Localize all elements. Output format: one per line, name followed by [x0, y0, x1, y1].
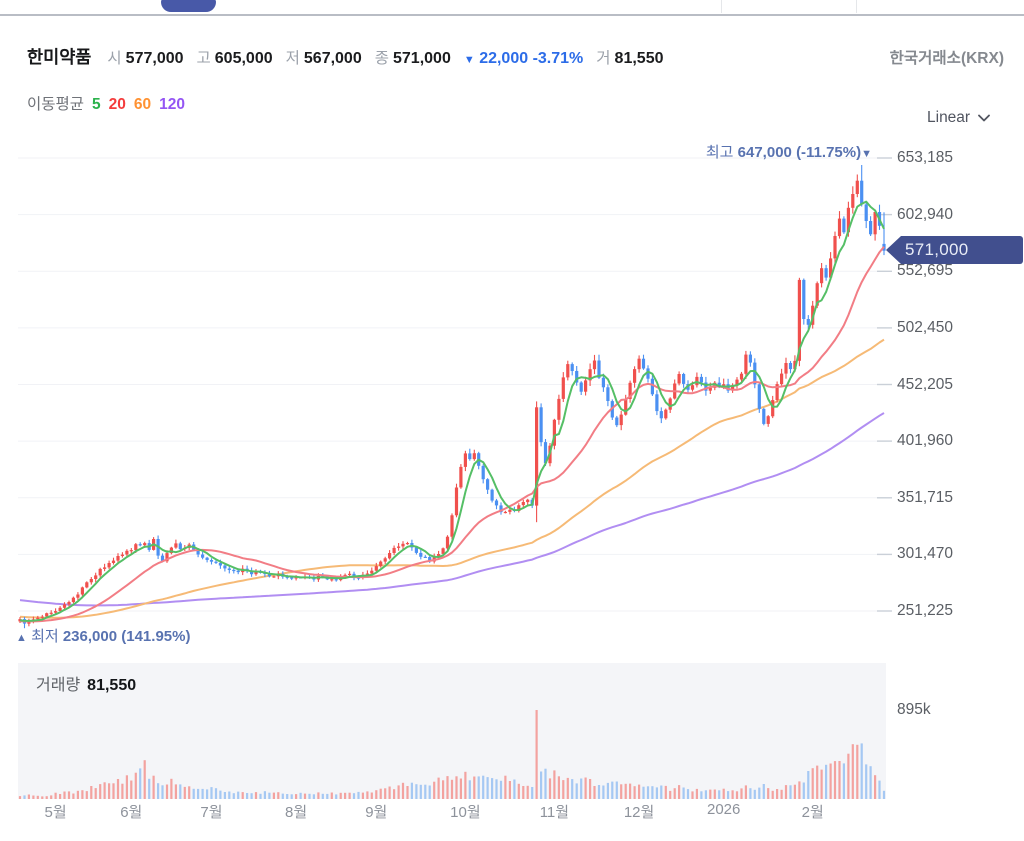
y-axis-tick: 301,470: [897, 545, 954, 563]
current-price-value: 571,000: [901, 236, 1023, 264]
field-value: 571,000: [393, 50, 451, 67]
down-arrow-icon: ▼: [463, 54, 475, 66]
volume-value: 81,550: [87, 677, 137, 694]
x-axis-tick: 2월: [801, 804, 824, 821]
y-axis-tick: 452,205: [897, 375, 954, 393]
ohlc-fields: 시 577,000 고 605,000 저 567,000 종 571,000 ▼ 22,000…: [107, 46, 676, 68]
x-axis-tick: 2026: [707, 801, 741, 818]
chevron-down-icon: [978, 114, 990, 122]
stock-header: 한미약품 시 577,000 고 605,000 저 567,000 종 571,000 ▼ 2…: [0, 44, 1024, 69]
active-tab-indicator[interactable]: [161, 0, 216, 12]
y-axis-tick: 602,940: [897, 205, 954, 223]
ma-period-60[interactable]: 60: [133, 96, 152, 113]
x-axis-tick: 9월: [365, 804, 388, 821]
field-label: 고: [196, 50, 211, 67]
ma-period-120[interactable]: 120: [159, 96, 186, 113]
y-axis-tick: 251,225: [897, 602, 954, 619]
y-axis-tick: 502,450: [897, 318, 954, 336]
x-axis-tick: 8월: [285, 804, 308, 821]
field-value: 605,000: [214, 50, 273, 67]
down-marker-icon: ▼: [861, 148, 872, 160]
badge-arrow-icon: [886, 236, 901, 264]
field-value: 567,000: [303, 50, 362, 67]
x-axis-tick: 12월: [623, 804, 655, 821]
max-price-annotation: 최고 647,000 (-11.75%)▼: [705, 144, 872, 161]
x-axis-tick: 6월: [120, 804, 143, 821]
field-label: 저: [285, 50, 300, 67]
stock-name: 한미약품: [27, 47, 92, 67]
y-axis-tick: 653,185: [897, 149, 954, 166]
up-marker-icon: ▲: [16, 632, 27, 644]
y-axis-tick: 351,715: [897, 488, 954, 506]
field-value: 81,550: [614, 50, 664, 67]
y-axis-tick: 401,960: [897, 432, 954, 450]
volume-label: 거래량 81,550: [36, 677, 137, 694]
field-label: 종: [374, 50, 389, 67]
x-axis-tick: 10월: [450, 804, 481, 821]
current-price-badge: 571,000: [886, 236, 1023, 264]
ma-legend: 이동평균 5 20 60 120: [27, 92, 185, 114]
tab-divider: [856, 0, 857, 13]
tab-divider: [721, 0, 722, 13]
field-label: 시: [107, 50, 122, 67]
y-axis-tick: 552,695: [897, 262, 954, 280]
field-label: 거: [596, 50, 611, 67]
x-axis-tick: 7월: [200, 804, 223, 821]
x-axis-tick: 5월: [44, 804, 67, 821]
ma-period-5[interactable]: 5: [92, 96, 101, 113]
scale-selector[interactable]: Linear: [927, 109, 990, 127]
ma-period-20[interactable]: 20: [108, 96, 126, 113]
exchange-label: 한국거래소(KRX): [889, 50, 1004, 67]
field-value: 577,000: [125, 50, 184, 67]
min-price-annotation: ▲ 최저 236,000 (141.95%): [16, 628, 191, 645]
ma-legend-label: 이동평균: [27, 96, 85, 113]
scale-label: Linear: [927, 109, 971, 126]
price-change: ▼ 22,000 -3.71%: [463, 50, 584, 67]
volume-axis-label: 895k: [897, 701, 931, 718]
tab-bar: [0, 0, 1024, 16]
x-axis-tick: 11월: [539, 804, 570, 821]
